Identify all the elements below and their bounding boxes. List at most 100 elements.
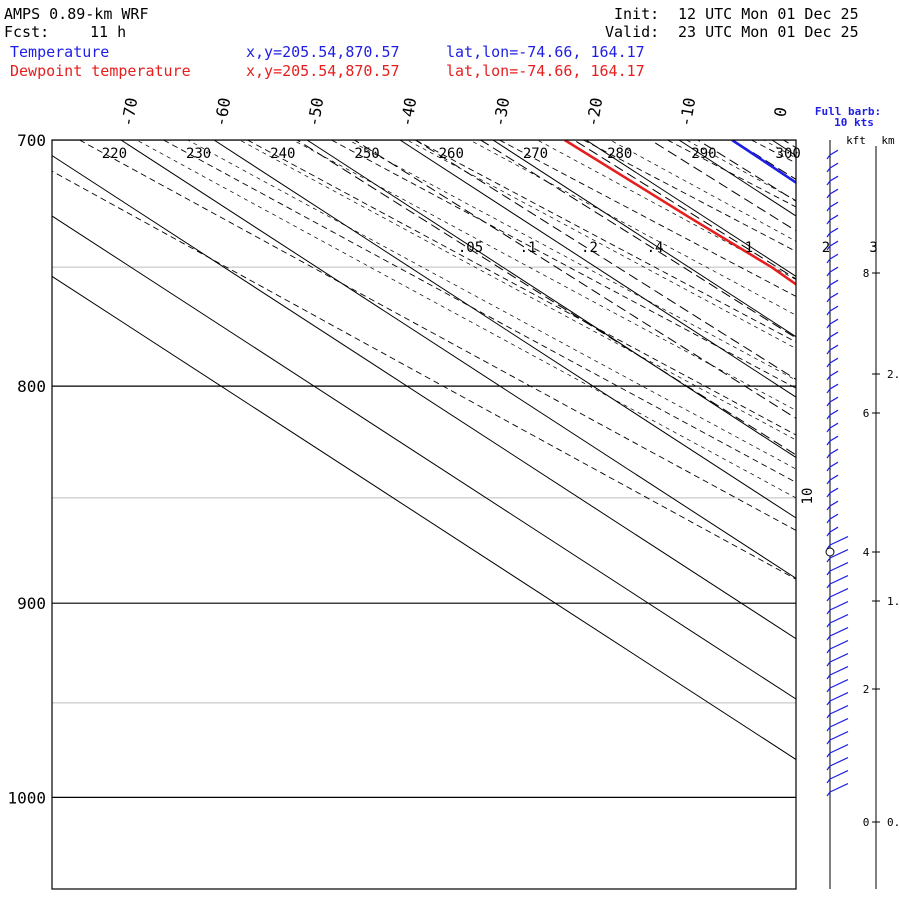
dry-adiabat-line: [415, 140, 796, 343]
wind-barb: [826, 357, 839, 368]
legend-temperature-latlon: lat,lon=-74.66, 164.17: [446, 43, 645, 61]
legend-dewpoint: Dewpoint temperature: [10, 62, 191, 80]
isotherm-tick-label: -60: [211, 96, 235, 128]
dry-adiabat-line: [52, 170, 796, 580]
pressure-tick-label: 900: [17, 594, 46, 613]
isotherm-line: [120, 140, 796, 579]
wind-barb: [826, 214, 839, 225]
wind-barb: [826, 757, 849, 771]
pressure-tick-label: 700: [17, 131, 46, 150]
wind-barb: [826, 575, 849, 589]
kft-tick-label: 4: [863, 546, 870, 559]
km-unit-label: km: [881, 134, 895, 147]
wind-barb: [826, 422, 839, 433]
wind-barb: [826, 292, 839, 303]
wind-barb: [826, 188, 839, 199]
isotherm-tick-label: -50: [304, 96, 328, 128]
mixing-ratio-line: [649, 140, 796, 232]
wind-barb: [826, 487, 839, 498]
wind-barb: [826, 783, 849, 797]
moist-adiabat-line: [406, 140, 796, 349]
full-barb-speed-label: 10 kts: [834, 116, 874, 129]
dry-adiabat-label: 270: [523, 146, 548, 162]
wind-barb: [826, 627, 849, 641]
mixing-ratio-label: 2: [822, 240, 830, 256]
wind-barb: [826, 653, 849, 667]
moist-adiabat-line: [468, 140, 796, 316]
dry-adiabat-label: 220: [102, 146, 127, 162]
wind-barb: [826, 744, 849, 758]
isotherm-line: [52, 275, 796, 761]
pressure-tick-label: 1000: [7, 788, 46, 807]
dry-adiabat-label: 280: [607, 146, 632, 162]
wind-barb: [826, 370, 839, 381]
model-title: AMPS 0.89-km WRF: [4, 5, 149, 23]
isotherm-line: [213, 140, 796, 519]
legend-temperature: Temperature: [10, 43, 110, 61]
full-barb-label: Full barb:: [815, 105, 881, 118]
wind-barb: [826, 500, 839, 511]
kft-tick-label: 2: [863, 683, 870, 696]
wind-barb: [826, 692, 849, 706]
wind-barb: [826, 201, 839, 212]
pressure-tick-label: 800: [17, 377, 46, 396]
isotherm-tick-label: -10: [676, 96, 700, 128]
isotherm-tick-label: -40: [397, 96, 421, 128]
wind-barb: [826, 240, 839, 251]
legend-dewpoint-latlon: lat,lon=-74.66, 164.17: [446, 62, 645, 80]
wind-barb: [826, 331, 839, 342]
wind-barb: [826, 266, 839, 277]
moist-adiabat-line: [609, 140, 796, 242]
mixing-ratio-line: [696, 140, 796, 202]
legend-temperature-xy: x,y=205.54,870.57: [246, 43, 400, 61]
moist-adiabat-line: [536, 140, 796, 280]
wind-barb: [826, 162, 839, 173]
forecast-label: Fcst:: [4, 23, 50, 41]
isotherm-tick-label: -70: [118, 96, 142, 128]
dry-adiabat-line: [667, 140, 796, 208]
wind-barb: [826, 718, 849, 732]
forecast-hours: 11 h: [90, 23, 127, 41]
height-axis: kft km 0 2 4 6 8 0. 1. 2.: [846, 134, 900, 889]
wind-barb: [826, 383, 839, 394]
km-tick-label: 1.: [887, 595, 900, 608]
wind-barb: [826, 435, 839, 446]
wind-barb: [826, 461, 839, 472]
wind-barb: [826, 396, 839, 407]
wind-barb: [826, 562, 849, 576]
isotherm-line: [492, 140, 796, 338]
dry-adiabat-line: [583, 140, 796, 252]
legend-dewpoint-xy: x,y=205.54,870.57: [246, 62, 400, 80]
wind-barb: [826, 614, 849, 628]
plot-frame: [51, 139, 797, 890]
valid-time: 23 UTC Mon 01 Dec 25: [678, 23, 859, 41]
kft-tick-label: 0: [863, 816, 870, 829]
wind-barb: [826, 253, 839, 264]
wind-barb: [826, 305, 839, 316]
km-tick-label: 2.: [887, 368, 900, 381]
wind-barb: [826, 601, 849, 615]
isotherm-line: [306, 140, 796, 459]
dry-adiabat-label: 260: [439, 146, 464, 162]
mixing-ratio-line: [414, 140, 796, 380]
mixing-ratio-label: .4: [647, 240, 664, 256]
dry-adiabat-label: 250: [354, 146, 379, 162]
init-label: Init:: [614, 5, 660, 23]
wind-barb: [826, 175, 839, 186]
diagram-grid: [52, 140, 796, 798]
mixing-ratio-label: .05: [458, 240, 483, 256]
wind-barb: [826, 731, 849, 745]
wind-barb: [826, 588, 849, 602]
wind-barb: [826, 149, 839, 160]
kft-tick-label: 8: [863, 267, 870, 280]
isotherm-tick-label: -20: [583, 96, 607, 128]
mixing-ratio-line: [353, 140, 796, 419]
moist-adiabat-line: [238, 140, 796, 441]
dry-adiabat-label: 230: [186, 146, 211, 162]
wind-barb: [826, 513, 839, 524]
dewpoint-trace: [563, 140, 796, 286]
mixing-ratio-label: 1: [745, 240, 753, 256]
init-time: 12 UTC Mon 01 Dec 25: [678, 5, 859, 23]
